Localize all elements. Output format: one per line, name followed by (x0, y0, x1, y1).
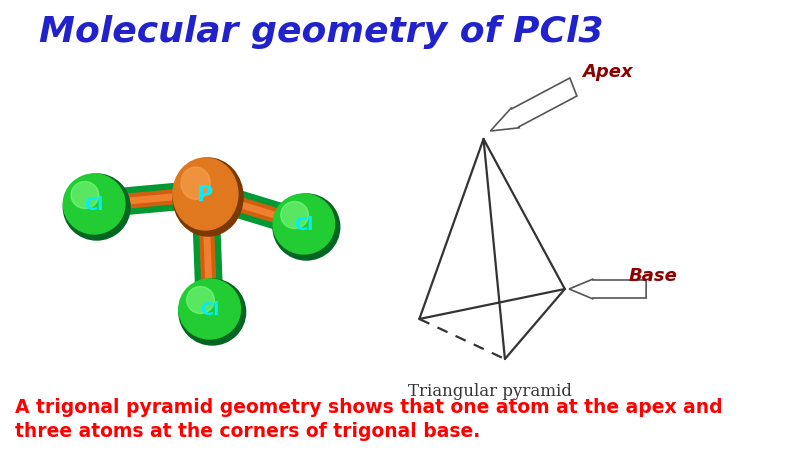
Ellipse shape (64, 175, 125, 234)
Polygon shape (491, 79, 577, 131)
Text: A trigonal pyramid geometry shows that one atom at the apex and: A trigonal pyramid geometry shows that o… (16, 398, 723, 417)
Text: P: P (197, 185, 214, 205)
Text: three atoms at the corners of trigonal base.: three atoms at the corners of trigonal b… (16, 422, 480, 440)
Ellipse shape (187, 287, 214, 314)
Ellipse shape (179, 279, 246, 345)
Text: Triangular pyramid: Triangular pyramid (407, 383, 571, 399)
Ellipse shape (181, 167, 210, 200)
Ellipse shape (173, 159, 243, 237)
Ellipse shape (64, 175, 130, 241)
Ellipse shape (273, 195, 340, 260)
Text: Apex: Apex (582, 63, 633, 81)
Text: Cl: Cl (294, 216, 313, 233)
Text: Cl: Cl (200, 300, 219, 318)
Text: Base: Base (629, 267, 677, 284)
Ellipse shape (179, 279, 240, 339)
Text: Cl: Cl (85, 196, 104, 213)
Ellipse shape (273, 195, 334, 254)
Text: Molecular geometry of PCl3: Molecular geometry of PCl3 (38, 15, 603, 49)
Ellipse shape (281, 202, 309, 229)
Polygon shape (569, 279, 646, 299)
Ellipse shape (173, 159, 238, 231)
Ellipse shape (71, 182, 99, 209)
